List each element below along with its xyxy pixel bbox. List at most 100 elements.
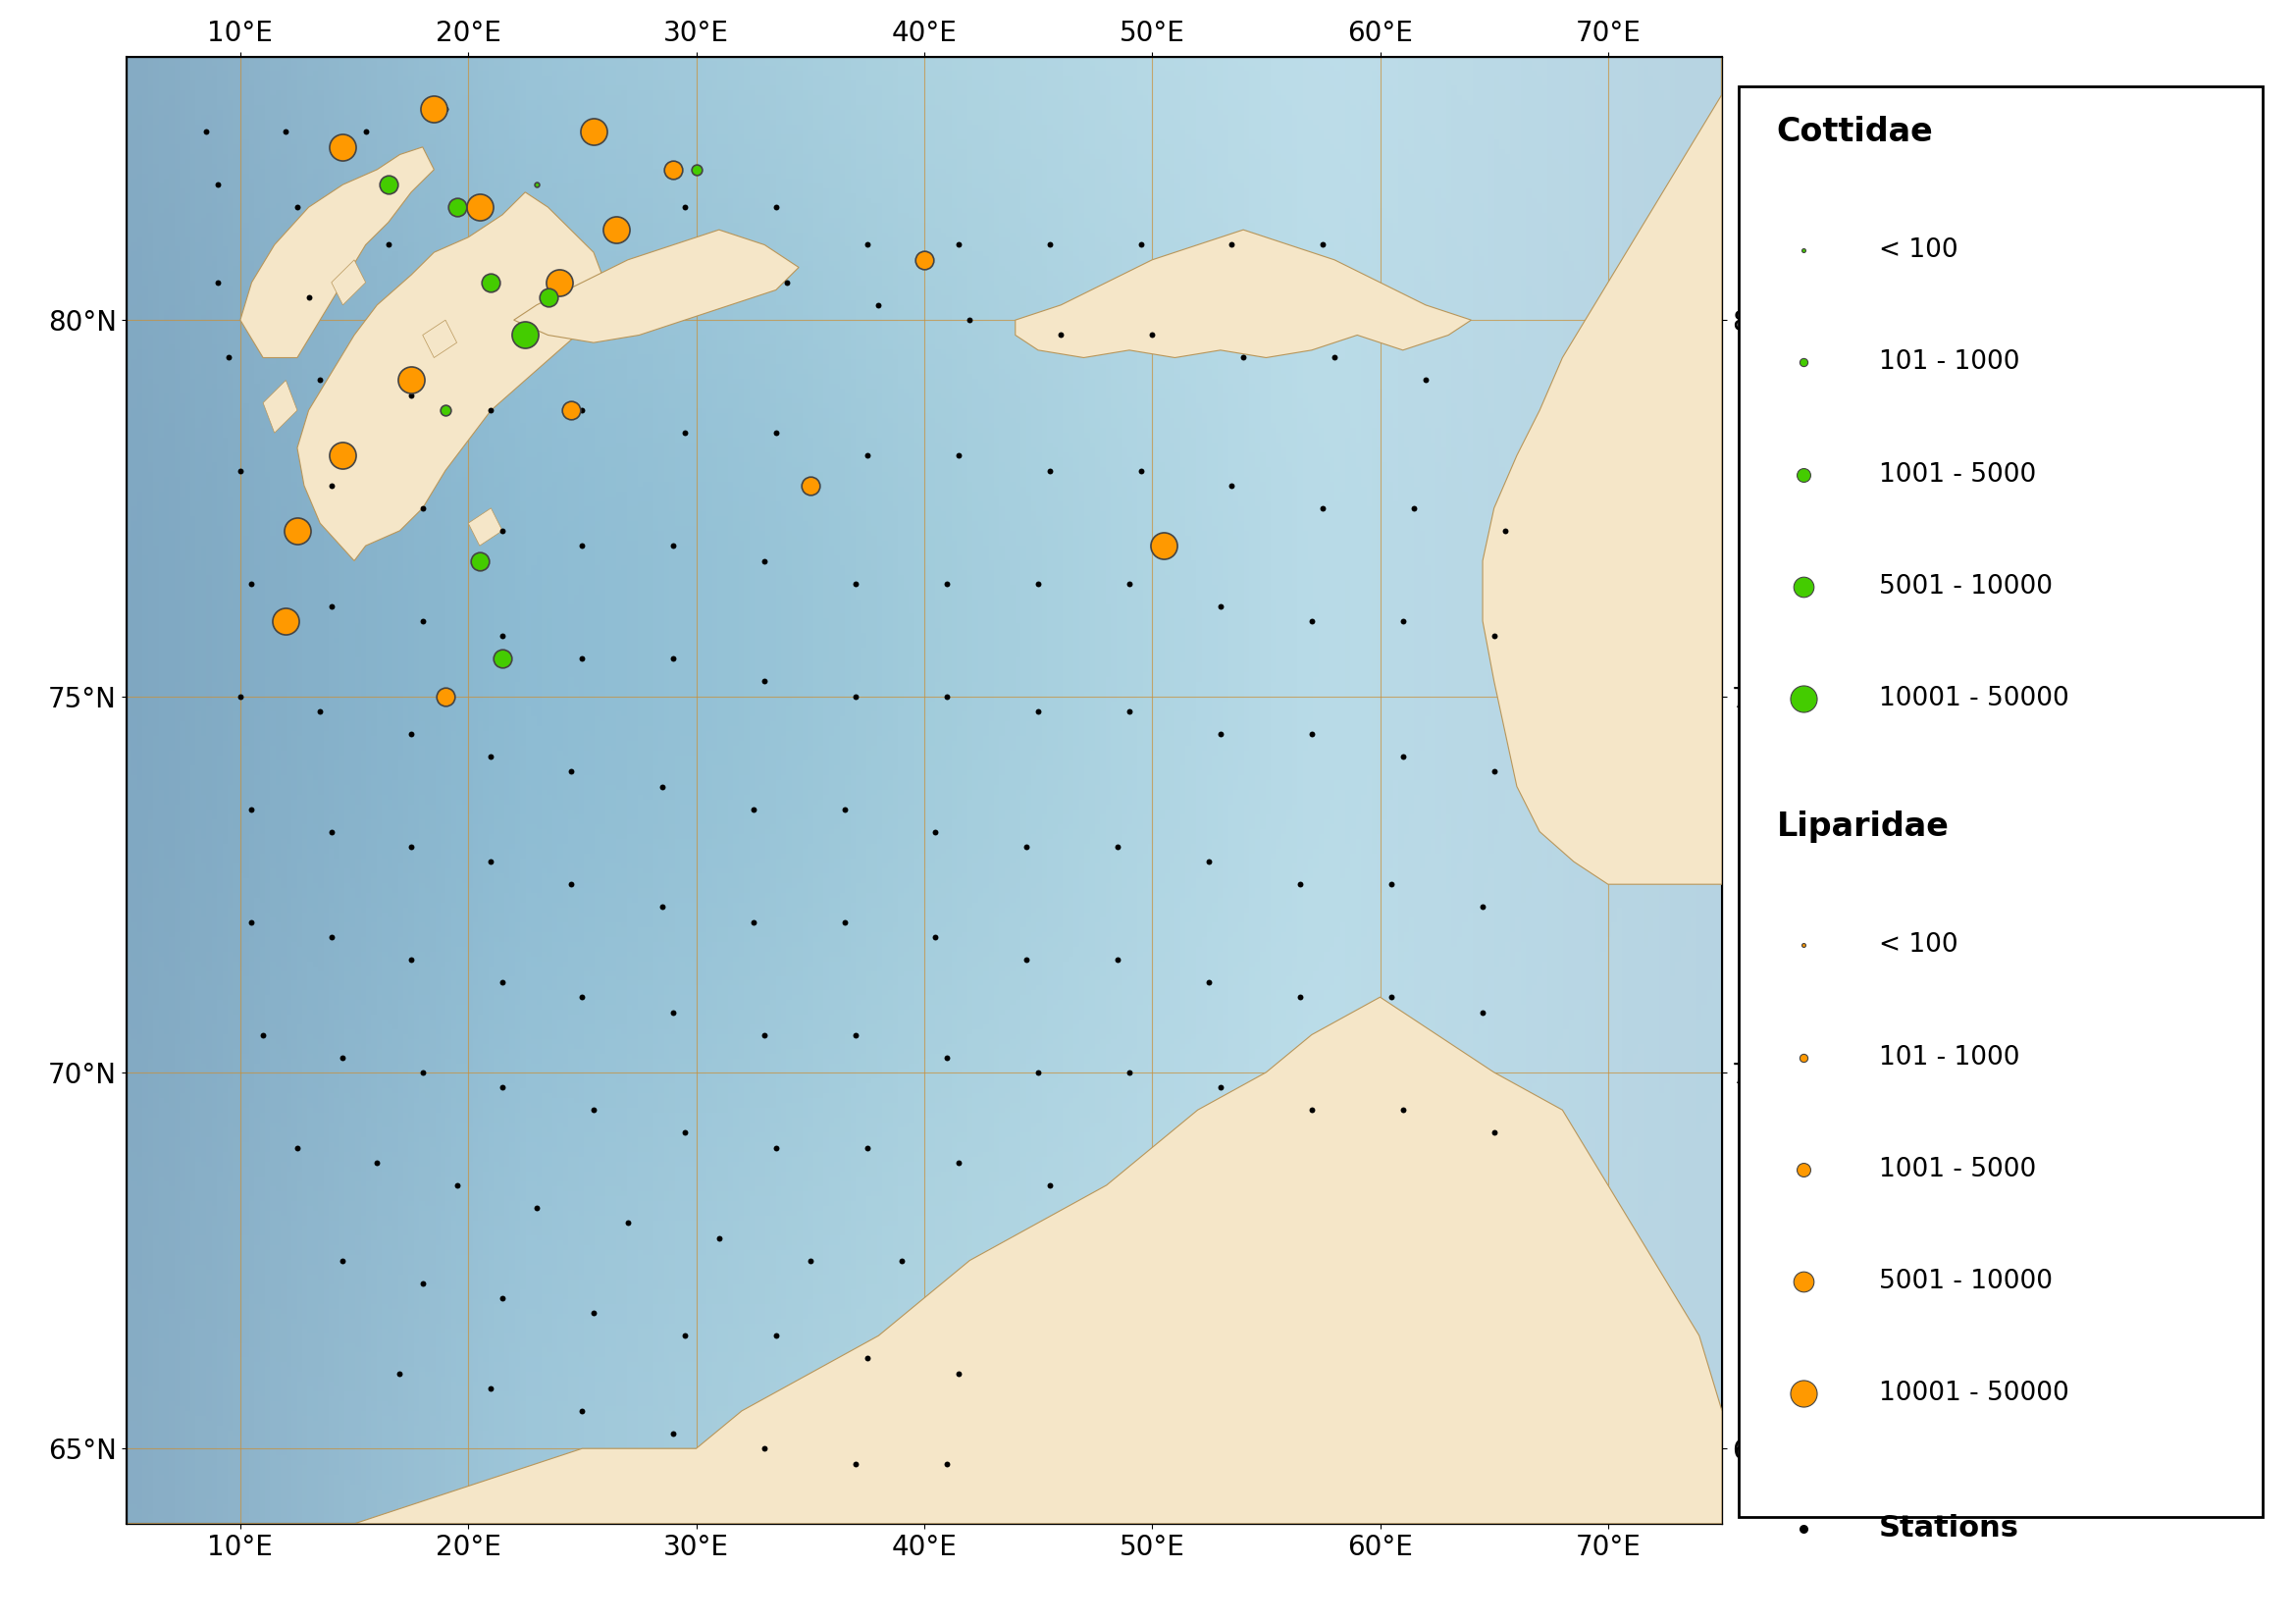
Text: 101 - 1000: 101 - 1000: [1878, 1044, 2020, 1070]
Point: [416, 96, 452, 122]
Polygon shape: [296, 193, 604, 561]
Point: [916, 819, 953, 845]
Point: [1786, 1044, 1823, 1070]
Point: [827, 909, 863, 935]
Polygon shape: [241, 148, 434, 358]
Point: [735, 909, 771, 935]
Point: [211, 345, 248, 371]
Point: [507, 323, 544, 349]
Point: [565, 533, 602, 559]
Point: [1019, 571, 1056, 597]
Point: [746, 668, 783, 694]
Point: [1215, 232, 1251, 258]
Point: [1786, 932, 1823, 958]
Point: [608, 1209, 645, 1235]
Point: [1786, 1157, 1823, 1183]
Point: [1786, 574, 1823, 600]
Point: [1786, 350, 1823, 376]
Point: [850, 1135, 886, 1161]
Point: [928, 682, 964, 708]
Point: [324, 1044, 360, 1070]
Point: [266, 118, 303, 144]
Point: [312, 924, 349, 950]
Point: [792, 473, 829, 499]
Point: [404, 1269, 441, 1295]
Point: [1293, 721, 1329, 747]
Point: [324, 1248, 360, 1274]
Point: [278, 195, 315, 220]
Text: 10001 - 50000: 10001 - 50000: [1878, 686, 2069, 712]
Point: [266, 608, 303, 634]
Point: [1100, 947, 1137, 973]
Point: [666, 420, 703, 446]
Point: [850, 232, 886, 258]
Text: 5001 - 10000: 5001 - 10000: [1878, 574, 2053, 600]
Polygon shape: [331, 259, 365, 305]
Point: [838, 571, 875, 597]
Polygon shape: [126, 997, 1722, 1524]
Point: [553, 759, 590, 785]
Point: [861, 292, 898, 318]
Point: [565, 645, 602, 671]
Point: [654, 157, 691, 183]
Point: [1281, 872, 1318, 898]
Polygon shape: [264, 381, 296, 433]
Point: [1042, 323, 1079, 349]
Point: [746, 548, 783, 574]
Point: [1111, 1060, 1148, 1086]
Text: Cottidae: Cottidae: [1777, 115, 1933, 148]
Point: [1373, 984, 1410, 1010]
Point: [358, 1149, 395, 1175]
Point: [1476, 622, 1513, 648]
Point: [939, 443, 976, 468]
Point: [347, 118, 383, 144]
Point: [928, 1451, 964, 1477]
Point: [461, 548, 498, 574]
Point: [916, 924, 953, 950]
Point: [1786, 1269, 1823, 1295]
Point: [519, 1195, 556, 1221]
Point: [234, 796, 271, 822]
Point: [404, 608, 441, 634]
Point: [666, 1323, 703, 1349]
Point: [1100, 833, 1137, 859]
Point: [370, 232, 406, 258]
Point: [427, 96, 464, 122]
Point: [838, 1451, 875, 1477]
Point: [484, 517, 521, 543]
Point: [542, 269, 579, 295]
Point: [200, 172, 236, 198]
Point: [850, 1345, 886, 1371]
Point: [553, 872, 590, 898]
Point: [234, 909, 271, 935]
Point: [484, 969, 521, 995]
Point: [234, 571, 271, 597]
Point: [393, 721, 429, 747]
Point: [1203, 721, 1240, 747]
Point: [1465, 999, 1502, 1024]
Point: [484, 622, 521, 648]
Point: [200, 269, 236, 295]
Point: [188, 118, 225, 144]
Point: [939, 1360, 976, 1386]
Point: [324, 443, 360, 468]
Point: [758, 1323, 794, 1349]
Point: [1008, 833, 1045, 859]
Point: [939, 232, 976, 258]
Point: [654, 1420, 691, 1446]
Point: [576, 1097, 613, 1123]
Point: [553, 397, 590, 423]
Point: [758, 195, 794, 220]
Point: [1384, 1097, 1421, 1123]
Point: [1786, 1381, 1823, 1407]
Point: [301, 368, 338, 394]
Point: [404, 494, 441, 520]
Point: [1316, 345, 1352, 371]
Text: 1001 - 5000: 1001 - 5000: [1878, 462, 2037, 488]
Point: [565, 1397, 602, 1423]
Polygon shape: [422, 319, 457, 358]
Point: [1203, 1075, 1240, 1101]
Point: [654, 645, 691, 671]
Point: [928, 1044, 964, 1070]
Point: [827, 796, 863, 822]
